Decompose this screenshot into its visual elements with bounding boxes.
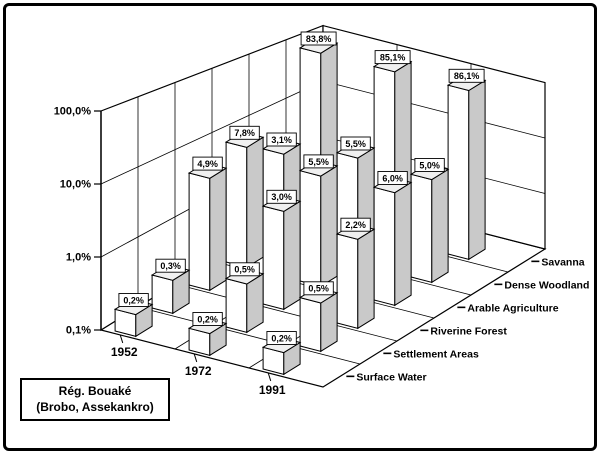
bar3d-log-chart: 83,8% 85,1% 86,1% 3,1% 5,5% 5,0% 7,8% 5,5% 6,0% 4… (54, 24, 589, 397)
bar-value-label: 0,5% (234, 265, 255, 275)
bar-side-face (320, 164, 338, 288)
region-label-line1: Rég. Bouaké (58, 384, 132, 398)
bar-value-label: 85,1% (380, 53, 406, 63)
bar-value-label: 0,5% (308, 284, 329, 294)
value-axis-tick-label: 1,0% (66, 252, 91, 264)
bar-value-label: 0,2% (271, 333, 292, 343)
bar-value-label-box (300, 31, 337, 46)
category-label-arable-agriculture: Arable Agriculture (467, 302, 558, 314)
bar-side-face (246, 136, 264, 269)
bar-front-face (188, 172, 211, 291)
bar-front-face (225, 277, 248, 333)
bar-front-face (299, 296, 322, 352)
bar-side-face (283, 200, 301, 311)
bar-value-label-box (340, 136, 371, 151)
bar-value-label-box (377, 171, 408, 185)
category-label-settlement-areas: Settlement Areas (393, 348, 479, 360)
bar-1991-dense-woodland (409, 163, 450, 284)
bar-value-label: 3,1% (271, 135, 292, 145)
bar-front-face (336, 233, 359, 329)
bar-1991-riverine-forest (335, 223, 376, 330)
bar-value-label-box (229, 262, 260, 277)
bar-value-label: 5,5% (308, 157, 329, 167)
value-axis-tick-label: 10,0% (60, 179, 91, 191)
bar-value-label-box (448, 68, 485, 83)
bar-side-face (357, 228, 375, 330)
bar-1972-riverine-forest (261, 195, 302, 311)
bar-side-face (468, 79, 486, 261)
bar-front-face (373, 186, 396, 306)
year-label-1952: 1952 (111, 345, 138, 359)
gridline-floor-row (174, 283, 398, 342)
bar-side-face (431, 168, 449, 284)
bar-front-face (225, 141, 248, 268)
bar-value-label-box (192, 156, 223, 171)
bar-value-label: 3,0% (271, 192, 292, 202)
bar-1952-riverine-forest (187, 162, 228, 292)
value-axis-tick-label: 100,0% (54, 106, 92, 118)
bar-front-face (151, 274, 174, 314)
year-tick (119, 334, 124, 344)
bar-value-label-box (303, 281, 334, 296)
bar-1991-arable-agriculture (372, 176, 413, 307)
gridline-floor-row (137, 306, 361, 365)
bar-value-label-box (229, 125, 260, 140)
value-axis-tick-label: 0,1% (66, 325, 91, 337)
bar-front-face (447, 84, 470, 260)
region-label-box: Rég. Bouaké (Brobo, Assekankro) (20, 378, 170, 422)
bar-value-label-box (340, 217, 371, 232)
gridline-decade-backwall (322, 80, 546, 139)
bar-value-label-box (266, 189, 297, 204)
bar-1972-arable-agriculture (298, 160, 339, 288)
bar-value-label-box (303, 154, 334, 169)
bar-side-face (394, 181, 412, 307)
year-label-1972: 1972 (185, 364, 212, 378)
category-label-dense-woodland: Dense Woodland (504, 279, 589, 291)
bar-value-label: 0,2% (123, 295, 144, 305)
bar-value-label-box (414, 158, 445, 172)
bar-1991-settlement-areas (298, 286, 339, 353)
bar-value-label: 5,0% (419, 160, 440, 170)
bar-value-label: 0,2% (197, 314, 218, 324)
bar-value-label: 5,5% (345, 139, 366, 149)
bar-value-label: 6,0% (382, 173, 403, 183)
figure-border-frame: 83,8% 85,1% 86,1% 3,1% 5,5% 5,0% 7,8% 5,5% 6,0% 4… (3, 3, 597, 451)
bar-value-label: 0,3% (160, 261, 181, 271)
bar-value-label-box (155, 258, 186, 273)
bar-front-face (410, 173, 433, 283)
bar-value-label: 7,8% (234, 128, 255, 138)
bar-value-label-box (266, 331, 297, 345)
bar-front-face (262, 205, 285, 310)
bar-value-label: 86,1% (454, 71, 480, 81)
bar-value-label: 2,2% (345, 220, 366, 230)
bar-value-label-box (374, 50, 411, 65)
bar-value-label-box (118, 293, 149, 307)
bar-value-label: 83,8% (306, 34, 332, 44)
year-tick (267, 372, 272, 382)
bar-value-label-box (192, 312, 223, 326)
category-label-riverine-forest: Riverine Forest (430, 325, 507, 337)
bar-1991-surface-water (261, 336, 302, 376)
year-tick (193, 353, 198, 363)
year-label-1991: 1991 (259, 383, 286, 397)
region-label-line2: (Brobo, Assekankro) (36, 399, 154, 414)
bar-side-face (209, 167, 227, 292)
bar-value-label: 4,9% (197, 159, 218, 169)
bar-1991-savanna (446, 74, 487, 261)
bar-front-face (299, 170, 322, 287)
category-label-surface-water: Surface Water (356, 371, 426, 383)
bar-1972-settlement-areas (224, 267, 265, 334)
category-label-savanna: Savanna (541, 256, 584, 268)
bar-1952-arable-agriculture (224, 131, 265, 269)
bar-value-label-box (266, 132, 297, 147)
